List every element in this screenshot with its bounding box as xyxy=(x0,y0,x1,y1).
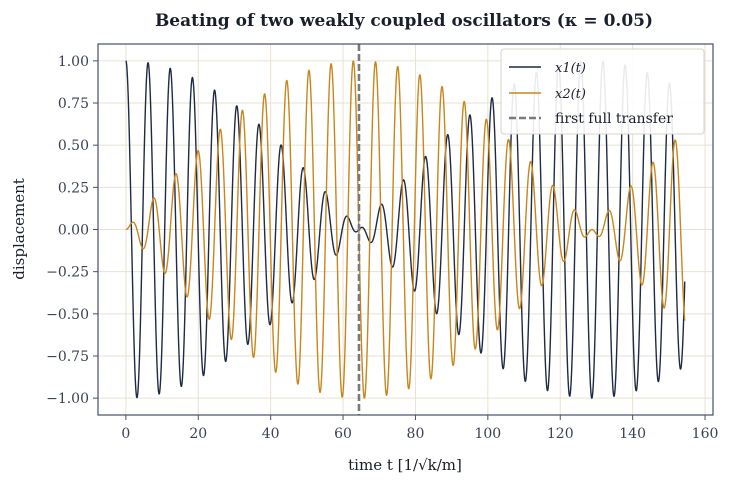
x-tick-label: 40 xyxy=(262,426,280,442)
y-tick-label: 0.50 xyxy=(58,138,89,154)
chart-title: Beating of two weakly coupled oscillator… xyxy=(155,11,653,31)
x-tick-label: 160 xyxy=(692,426,719,442)
x-axis: 0 20 40 60 80 100 120 140 160 xyxy=(121,415,718,442)
y-tick-label: −1.00 xyxy=(46,391,89,407)
y-tick-label: −0.75 xyxy=(46,349,89,365)
x-axis-label: time t [1/√k/m] xyxy=(348,456,462,474)
y-tick-label: 0.75 xyxy=(58,96,89,112)
y-tick-label: −0.50 xyxy=(46,307,89,323)
y-tick-label: 0.25 xyxy=(58,180,89,196)
y-tick-label: −0.25 xyxy=(46,265,89,281)
legend-label-x2: x2(t) xyxy=(555,87,586,102)
y-tick-label: 1.00 xyxy=(58,54,89,70)
legend: x1(t) x2(t) first full transfer xyxy=(500,48,705,135)
x-tick-label: 20 xyxy=(189,426,207,442)
series-layer xyxy=(125,60,686,399)
x-tick-label: 120 xyxy=(547,426,574,442)
legend-label-x1: x1(t) xyxy=(555,61,586,76)
legend-box xyxy=(500,48,705,135)
x-tick-label: 80 xyxy=(407,426,425,442)
x-tick-label: 100 xyxy=(474,426,501,442)
series-line-x2 xyxy=(125,60,686,399)
x-tick-label: 140 xyxy=(619,426,646,442)
x-tick-label: 60 xyxy=(334,426,352,442)
series-line-x1 xyxy=(125,60,686,399)
x-tick-label: 0 xyxy=(121,426,130,442)
legend-label-transfer: first full transfer xyxy=(555,111,673,127)
y-tick-label: 0.00 xyxy=(58,223,89,239)
y-axis-label: displacement xyxy=(10,178,28,280)
y-axis: 1.00 0.75 0.50 0.25 0.00 −0.25 −0.50 −0.75 −1.00 xyxy=(46,54,98,407)
